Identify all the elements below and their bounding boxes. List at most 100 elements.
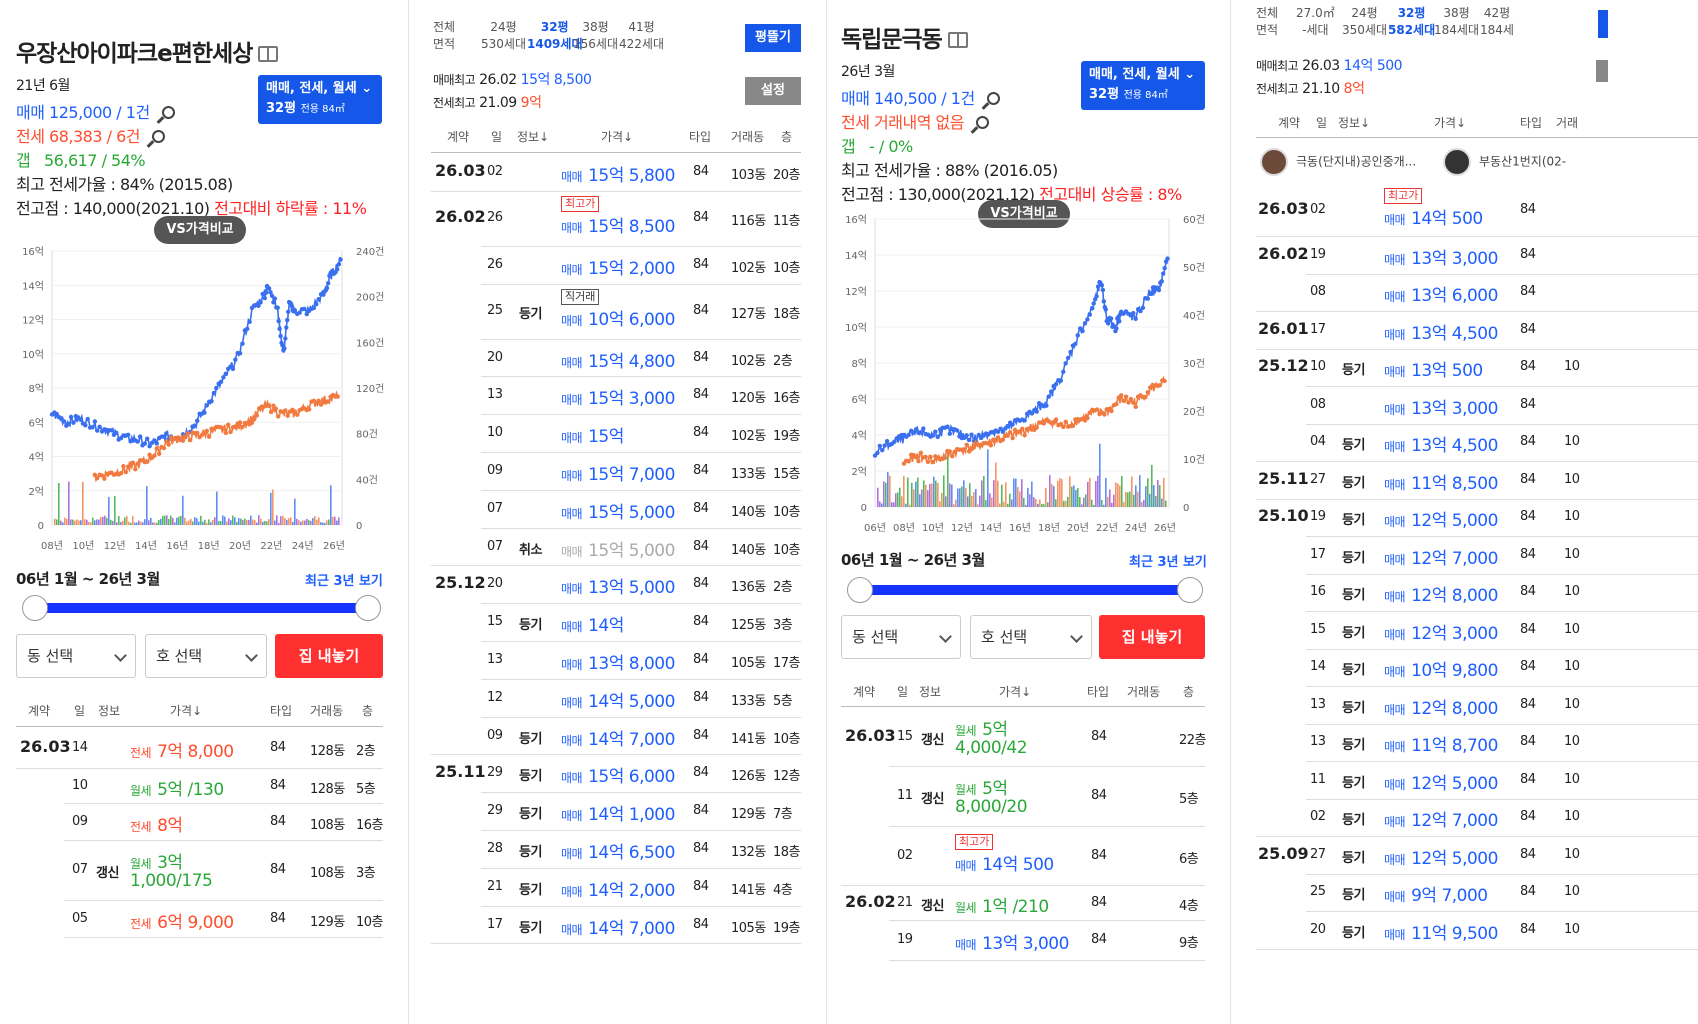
- volume-bar: [108, 496, 110, 525]
- series-point: [930, 433, 936, 438]
- table-header[interactable]: 가격↓: [170, 704, 203, 718]
- table-header[interactable]: 가격↓: [1434, 116, 1467, 130]
- table-header[interactable]: 계약: [447, 130, 470, 144]
- range-slider[interactable]: [847, 577, 1203, 603]
- volume-bar: [246, 519, 248, 525]
- list-house-button[interactable]: 집 내놓기: [275, 634, 383, 678]
- range-slider[interactable]: [22, 595, 381, 621]
- slider-end-handle[interactable]: [355, 595, 381, 621]
- type-tab[interactable]: 27.0㎡ -세대: [1296, 5, 1335, 39]
- pyeong-toggle-button[interactable]: [1598, 10, 1608, 38]
- type-tab[interactable]: 38평 156세대: [573, 19, 618, 53]
- table-header[interactable]: 정보: [98, 704, 121, 718]
- type-tab[interactable]: 42평 184세: [1480, 5, 1514, 39]
- table-header[interactable]: 거래동: [310, 704, 344, 718]
- table-header[interactable]: 정보↓: [517, 130, 550, 144]
- row-price: 전세 6억 9,000: [130, 908, 234, 933]
- y-tick-label: 10억: [845, 322, 867, 334]
- series-point: [237, 351, 243, 356]
- row-day: 15: [897, 729, 913, 744]
- table-header[interactable]: 일: [74, 704, 86, 718]
- agent-1[interactable]: 극동(단지내)공인중개...: [1260, 148, 1416, 176]
- row-kind: 월세: [955, 724, 977, 738]
- table-header[interactable]: 타입: [270, 704, 293, 718]
- table-header[interactable]: 타입: [689, 130, 712, 144]
- list-house-button[interactable]: 집 내놓기: [1099, 615, 1205, 659]
- type-tab[interactable]: 24평 350세대: [1342, 5, 1387, 39]
- series-point: [1102, 412, 1107, 417]
- type-tab[interactable]: 38평 184세대: [1434, 5, 1479, 39]
- row-day: 21: [487, 878, 503, 894]
- volume-bar: [194, 517, 196, 525]
- type-tab[interactable]: 41평 422세대: [619, 19, 664, 53]
- volume-bar: [1057, 480, 1059, 507]
- row-day: 08: [1310, 396, 1326, 412]
- vs-compare-button[interactable]: VS가격비교: [154, 216, 246, 244]
- agent-2[interactable]: 부동산1번지(02-: [1443, 148, 1566, 176]
- volume-bar: [965, 488, 967, 507]
- volume-bar: [1015, 478, 1017, 507]
- table-header[interactable]: 일: [1316, 116, 1328, 130]
- row-rule: [481, 792, 801, 794]
- table-header[interactable]: 정보: [919, 685, 942, 699]
- row-price-value: 14억 7,000: [588, 729, 675, 750]
- table-header[interactable]: 일: [897, 685, 909, 699]
- table-header[interactable]: 가격↓: [601, 130, 634, 144]
- table-header[interactable]: 계약: [1278, 116, 1301, 130]
- ho-select[interactable]: 호 선택: [970, 615, 1092, 659]
- table-header[interactable]: 층: [781, 130, 793, 144]
- ho-select[interactable]: 호 선택: [145, 634, 267, 678]
- table-header[interactable]: 계약: [28, 704, 51, 718]
- row-floor: 2층: [773, 353, 793, 369]
- slider-start-handle[interactable]: [847, 577, 873, 603]
- map-book-icon[interactable]: [947, 32, 968, 48]
- row-floor: 9층: [1179, 936, 1199, 951]
- table-header[interactable]: 타입: [1087, 685, 1110, 699]
- search-icon[interactable]: [986, 92, 1000, 105]
- table-header[interactable]: 거래동: [1127, 685, 1161, 699]
- search-icon[interactable]: [161, 106, 175, 119]
- vs-compare-button[interactable]: VS가격비교: [978, 200, 1070, 228]
- complex-title[interactable]: 독립문극동: [841, 20, 968, 54]
- table-header[interactable]: 정보↓: [1338, 116, 1371, 130]
- search-icon[interactable]: [152, 130, 165, 143]
- map-book-icon[interactable]: [258, 46, 279, 62]
- type-tab[interactable]: 24평 530세대: [481, 19, 526, 53]
- volume-bar: [1107, 497, 1109, 507]
- volume-bar: [324, 522, 326, 525]
- complex-title[interactable]: 우장산아이파크e편한세상: [16, 34, 279, 68]
- recent-3y-link[interactable]: 최근 3년 보기: [305, 574, 383, 589]
- table-header[interactable]: 층: [1183, 685, 1195, 699]
- type-tab[interactable]: 32평 582세대: [1388, 5, 1435, 39]
- settings-button[interactable]: 설정: [745, 77, 801, 105]
- search-icon[interactable]: [975, 116, 989, 129]
- slider-end-handle[interactable]: [1177, 577, 1203, 603]
- type-select-button[interactable]: 매매, 전세, 월세 ⌄ 32평 전용 84㎡: [1081, 61, 1205, 110]
- dong-select[interactable]: 동 선택: [16, 634, 136, 678]
- table-header[interactable]: 거래동: [731, 130, 765, 144]
- slider-start-handle[interactable]: [22, 595, 48, 621]
- y2-tick-label: 50건: [1183, 262, 1205, 274]
- table-header[interactable]: 가격↓: [999, 685, 1032, 699]
- type-select-button[interactable]: 매매, 전세, 월세 ⌄ 32평 전용 84㎡: [258, 75, 382, 124]
- table-header[interactable]: 거래: [1556, 116, 1579, 130]
- type-tab[interactable]: 32평 1409세대: [527, 19, 582, 53]
- table-header[interactable]: 일: [491, 130, 503, 144]
- pyeong-toggle-button[interactable]: 평뜰기: [745, 24, 801, 52]
- volume-bar: [963, 480, 965, 507]
- row-day: 05: [72, 910, 88, 926]
- volume-bar: [286, 520, 288, 525]
- recent-3y-link[interactable]: 최근 3년 보기: [1129, 555, 1207, 570]
- row-day: 13: [487, 651, 503, 667]
- dong-select[interactable]: 동 선택: [841, 615, 961, 659]
- table-header[interactable]: 계약: [853, 685, 876, 699]
- table-header[interactable]: 타입: [1520, 116, 1543, 130]
- settings-button[interactable]: [1596, 60, 1608, 82]
- volume-bar: [1083, 497, 1085, 507]
- series-point: [1138, 308, 1143, 314]
- volume-bar: [889, 475, 891, 507]
- table-header[interactable]: 층: [362, 704, 374, 718]
- row-type: 84: [270, 862, 286, 877]
- series-point: [877, 443, 883, 449]
- type-tab-units: 184세: [1480, 23, 1514, 37]
